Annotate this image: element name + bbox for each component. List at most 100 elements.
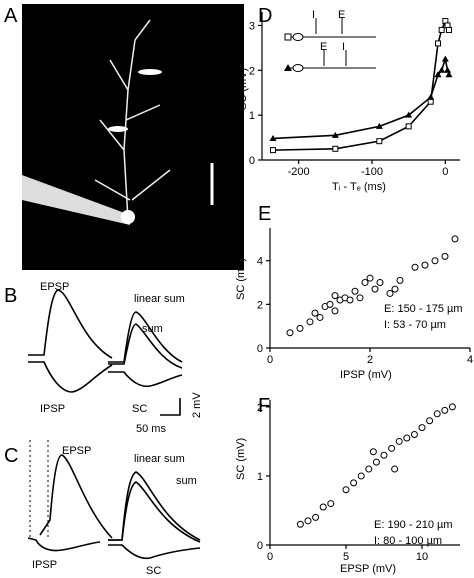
f-x-tick-label: 10 xyxy=(416,551,428,563)
d-point-triangle xyxy=(441,55,449,62)
e-ylabel: SC (mV) xyxy=(235,258,247,300)
e-point xyxy=(441,252,449,260)
d-series-line xyxy=(272,55,450,140)
f-point xyxy=(342,486,350,494)
f-point xyxy=(418,424,426,432)
b-scale-time: 50 ms xyxy=(136,423,166,435)
d-point-triangle xyxy=(331,131,339,138)
d-y-tick-label: 3 xyxy=(249,20,255,32)
d-point-triangle xyxy=(445,71,453,78)
e-point xyxy=(346,296,354,304)
panel-label-e: E xyxy=(258,203,271,225)
panel-label-a: A xyxy=(4,5,18,27)
panel-label-c: C xyxy=(4,445,18,467)
d-x-tick-label: 0 xyxy=(442,166,448,178)
f-point xyxy=(391,465,399,473)
e-point xyxy=(331,307,339,315)
e-point xyxy=(376,279,384,287)
b-linear-label: linear sum xyxy=(134,293,185,305)
e-point xyxy=(411,263,419,271)
d-point-square xyxy=(332,145,339,152)
e-legend-i: I: 53 - 70 µm xyxy=(384,319,446,331)
d-y-tick-label: 1 xyxy=(249,110,255,122)
e-point xyxy=(371,285,379,293)
e-point xyxy=(286,329,294,337)
e-y-tick-label: 2 xyxy=(257,299,263,311)
c-linear-label: linear sum xyxy=(134,453,185,465)
b-sum-label: sum xyxy=(142,323,163,335)
b-epsp-label: EPSP xyxy=(40,281,69,293)
plot-e: 0 2 4 0 2 4 xyxy=(257,228,473,366)
f-point xyxy=(448,403,456,411)
d-inset-r1-first: I xyxy=(312,9,315,21)
f-point xyxy=(350,479,358,487)
d-point-triangle xyxy=(444,66,452,73)
traces-b xyxy=(28,289,183,416)
b-scale-voltage: 2 mV xyxy=(191,392,203,418)
e-point xyxy=(326,300,334,308)
c-sc-label: SC xyxy=(146,565,161,577)
panel-label-d: D xyxy=(258,5,272,27)
e-point xyxy=(451,235,459,243)
f-y-tick-label: 2 xyxy=(257,402,263,414)
d-point-triangle xyxy=(427,93,435,100)
b-ipsp-label: IPSP xyxy=(40,403,65,415)
f-point xyxy=(441,406,449,414)
f-point xyxy=(426,417,434,425)
f-point xyxy=(433,410,441,418)
d-inset-r2-second: I xyxy=(342,41,345,53)
d-point-square xyxy=(270,147,276,154)
e-point xyxy=(366,274,374,282)
e-point xyxy=(356,294,364,302)
f-point xyxy=(319,503,327,511)
e-xlabel: IPSP (mV) xyxy=(340,369,392,381)
d-point-square xyxy=(435,40,441,47)
f-point xyxy=(369,448,377,456)
e-x-tick-label: 0 xyxy=(267,354,273,366)
d-point-square xyxy=(405,123,412,130)
d-point-triangle xyxy=(434,71,442,78)
f-point xyxy=(327,500,335,508)
d-inset-r1-second: E xyxy=(338,9,345,21)
e-point xyxy=(296,324,304,332)
f-point xyxy=(380,451,388,459)
d-point-square xyxy=(427,98,434,105)
f-point xyxy=(372,458,380,466)
f-point xyxy=(410,431,418,439)
d-x-tick-label: -100 xyxy=(361,166,383,178)
f-point xyxy=(365,465,373,473)
d-point-triangle xyxy=(438,66,446,73)
e-point xyxy=(431,257,439,265)
e-point xyxy=(306,318,314,326)
f-point xyxy=(304,517,312,525)
e-x-tick-label: 2 xyxy=(367,354,373,366)
e-point xyxy=(361,279,369,287)
d-y-tick-label: 0 xyxy=(249,155,255,167)
f-x-tick-label: 0 xyxy=(267,551,273,563)
f-y-tick-label: 1 xyxy=(257,471,263,483)
d-xlabel: Tᵢ - Tₑ (ms) xyxy=(332,181,386,193)
f-x-tick-label: 5 xyxy=(343,551,349,563)
panel-label-f: F xyxy=(258,395,270,417)
f-point xyxy=(403,434,411,442)
e-x-tick-label: 4 xyxy=(467,354,473,366)
f-point xyxy=(296,520,304,528)
panel-label-b: B xyxy=(4,285,17,307)
e-legend-e: E: 150 - 175 µm xyxy=(384,303,463,315)
d-inset xyxy=(284,18,376,72)
f-xlabel: EPSP (mV) xyxy=(340,563,396,575)
d-ylabel: SC (mV) xyxy=(237,68,249,110)
d-inset-r2-first: E xyxy=(320,41,327,53)
e-point xyxy=(391,285,399,293)
plot-d: -200 -100 0 0 1 2 3 xyxy=(249,12,460,178)
d-point-square xyxy=(446,26,452,33)
d-point-square xyxy=(376,138,383,145)
f-point xyxy=(357,472,365,480)
e-point xyxy=(386,289,394,297)
d-point-triangle xyxy=(405,111,413,118)
e-point xyxy=(311,309,319,317)
f-legend-i: I: 80 - 100 µm xyxy=(374,535,442,547)
d-point-triangle xyxy=(375,122,383,129)
d-point-square xyxy=(438,26,445,33)
